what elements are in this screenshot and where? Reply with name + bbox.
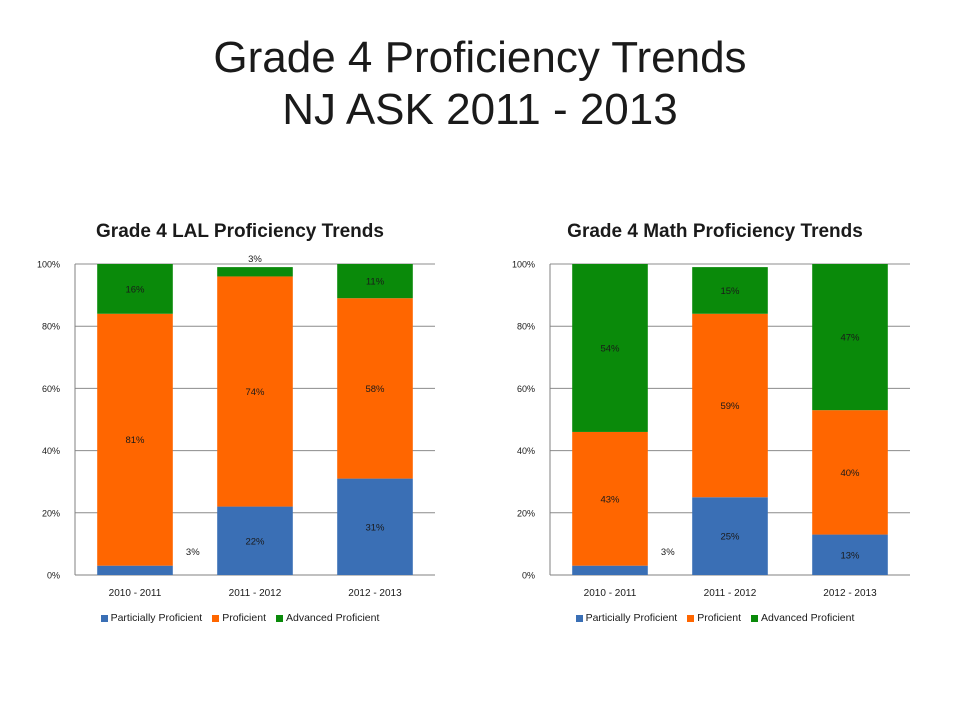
slide-title: Grade 4 Proficiency Trends NJ ASK 2011 -… (0, 32, 960, 136)
x-tick-label: 2012 - 2013 (348, 588, 402, 599)
x-tick-label: 2011 - 2012 (229, 588, 282, 599)
bar-segment-advanced (97, 264, 173, 314)
bar-segment-proficient (217, 276, 293, 507)
math-chart-title: Grade 4 Math Proficiency Trends (567, 221, 863, 242)
y-tick-label: 80% (517, 322, 535, 332)
legend-item-proficient: Proficient (212, 612, 266, 624)
data-label-partial: 13% (840, 550, 860, 561)
bar-segment-partial (572, 565, 648, 575)
legend-item-partial: Particially Proficient (100, 612, 203, 624)
slide-title-line-2: NJ ASK 2011 - 2013 (282, 85, 678, 134)
legend-label-partial: Particially Proficient (585, 612, 678, 624)
legend-swatch-advanced (751, 614, 758, 622)
data-label-proficient: 40% (840, 468, 860, 479)
data-label-partial: 22% (245, 536, 265, 547)
legend-label-proficient: Proficient (222, 612, 266, 624)
y-tick-label: 20% (517, 508, 535, 518)
bar-segment-partial (812, 534, 888, 575)
math-chart: Grade 4 Math Proficiency Trends 0% 20% 40%… (495, 215, 935, 635)
lal-chart-plot: 0% 20% 40% 60% 80% 100% 3% 81% 16% 2010 - 2011 22%… (37, 254, 435, 599)
bar-segment-proficient (692, 313, 768, 498)
bar-segment-proficient (572, 431, 648, 566)
data-label-advanced: 54% (600, 343, 620, 354)
data-label-advanced: 15% (720, 286, 740, 297)
y-tick-label: 0% (522, 571, 535, 581)
y-tick-label: 20% (42, 508, 60, 518)
math-chart-plot: 0% 20% 40% 60% 80% 100% 3% 43% 54% 2010 - 2011 25%… (512, 260, 910, 599)
x-tick-label: 2012 - 2013 (823, 588, 877, 599)
legend-label-advanced: Advanced Proficient (761, 612, 855, 624)
bar-segment-advanced (692, 267, 768, 314)
math-chart-legend: Particially Proficient Proficient Advanc… (495, 612, 935, 624)
bar-segment-partial (97, 565, 173, 575)
lal-chart-legend: Particially Proficient Proficient Advanc… (20, 612, 460, 624)
legend-swatch-partial (100, 614, 108, 622)
bar-segment-partial (217, 506, 293, 575)
bar-segment-advanced (812, 264, 888, 411)
data-label-partial: 25% (720, 532, 740, 543)
bar-segment-proficient (812, 410, 888, 535)
legend-label-proficient: Proficient (697, 612, 741, 624)
y-tick-label: 40% (42, 446, 60, 456)
data-label-advanced: 3% (248, 254, 262, 265)
y-tick-label: 60% (517, 384, 535, 394)
x-tick-label: 2010 - 2011 (109, 588, 162, 599)
x-tick-label: 2011 - 2012 (704, 588, 757, 599)
legend-swatch-advanced (276, 614, 283, 622)
bar-segment-proficient (97, 313, 173, 566)
bar-segment-advanced (572, 264, 648, 432)
data-label-proficient: 81% (125, 435, 145, 446)
legend-item-advanced: Advanced Proficient (276, 612, 379, 624)
legend-item-partial: Particially Proficient (575, 612, 678, 624)
slide-title-line-1: Grade 4 Proficiency Trends (213, 33, 747, 82)
bar-segment-advanced (337, 264, 413, 299)
legend-item-proficient: Proficient (687, 612, 741, 624)
legend-item-advanced: Advanced Proficient (751, 612, 854, 624)
legend-label-partial: Particially Proficient (110, 612, 203, 624)
data-label-proficient: 74% (245, 387, 265, 398)
bar-segment-proficient (337, 298, 413, 479)
y-tick-label: 100% (512, 260, 535, 270)
data-label-advanced: 11% (366, 277, 385, 288)
data-label-advanced: 16% (125, 284, 145, 295)
legend-swatch-partial (575, 614, 583, 622)
y-tick-label: 100% (37, 260, 60, 270)
lal-chart: Grade 4 LAL Proficiency Trends 0% 20% 40% 6… (20, 215, 460, 635)
data-label-advanced: 47% (840, 333, 860, 344)
y-tick-label: 40% (517, 446, 535, 456)
data-label-partial: 3% (186, 547, 200, 558)
x-tick-label: 2010 - 2011 (584, 588, 637, 599)
bar-segment-advanced (217, 267, 293, 277)
bar-segment-partial (692, 497, 768, 575)
data-label-partial: 3% (661, 547, 675, 558)
data-label-proficient: 43% (600, 494, 620, 505)
legend-swatch-proficient (687, 614, 695, 622)
data-label-proficient: 59% (720, 401, 740, 412)
data-label-partial: 31% (365, 522, 385, 533)
data-label-proficient: 58% (365, 384, 385, 395)
y-tick-label: 60% (42, 384, 60, 394)
legend-label-advanced: Advanced Proficient (286, 612, 380, 624)
bar-segment-partial (337, 478, 413, 575)
legend-swatch-proficient (212, 614, 220, 622)
lal-chart-title: Grade 4 LAL Proficiency Trends (96, 221, 384, 242)
y-tick-label: 80% (42, 322, 60, 332)
y-tick-label: 0% (47, 571, 60, 581)
